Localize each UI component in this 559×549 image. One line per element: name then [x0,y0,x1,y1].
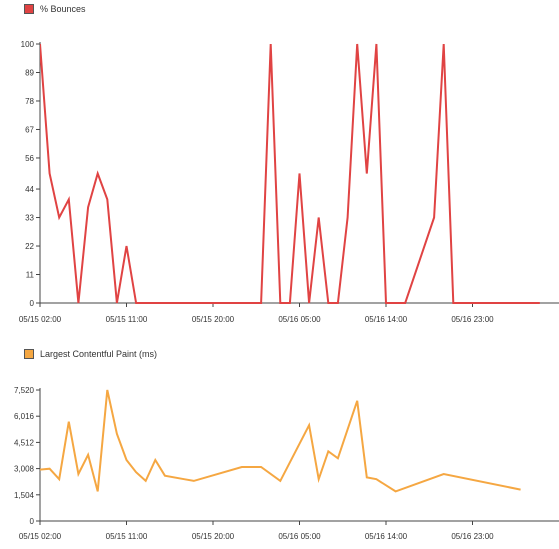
bounces-chart: 0 11 22 33 44 56 67 78 89 100 05/15 02:00 05/15 11:… [19,40,559,324]
bounces-chart-panel: % Bounces 0 11 22 33 44 56 67 78 89 100 05/15 02:0… [19,4,559,324]
lcp-y-tick-label: 1,504 [14,491,35,500]
bounces-x-tick-label: 05/15 02:00 [19,315,62,324]
bounces-y-tick-label: 56 [25,154,34,163]
lcp-legend[interactable]: Largest Contentful Paint (ms) [24,349,157,359]
bounces-y-tick-label: 78 [25,97,34,106]
bounces-x-tick-label: 05/15 20:00 [192,315,235,324]
lcp-x-tick-label: 05/16 14:00 [365,532,408,541]
lcp-x-tick-label: 05/15 02:00 [19,532,62,541]
lcp-y-tick-label: 0 [30,517,35,526]
lcp-x-tick-label: 05/15 11:00 [106,532,148,541]
bounces-x-tick-label: 05/16 23:00 [451,315,494,324]
bounces-y-tick-label: 89 [25,68,34,77]
bounces-x-tick-label: 05/15 11:00 [106,315,148,324]
bounces-legend-swatch [24,4,34,14]
lcp-y-tick-label: 3,008 [14,465,35,474]
lcp-x-tick-label: 05/16 23:00 [451,532,494,541]
bounces-x-tick-label: 05/16 14:00 [365,315,408,324]
lcp-legend-label: Largest Contentful Paint (ms) [40,349,158,359]
lcp-y-tick-label: 4,512 [14,438,35,447]
bounces-x-tick-label: 05/16 05:00 [278,315,321,324]
bounces-legend-label: % Bounces [40,4,86,14]
lcp-x-tick-label: 05/15 20:00 [192,532,235,541]
bounces-y-tick-label: 11 [26,271,35,280]
lcp-x-tick-label: 05/16 05:00 [278,532,321,541]
bounces-y-tick-label: 100 [21,40,35,49]
lcp-y-tick-label: 6,016 [14,412,35,421]
bounces-series-line[interactable] [21,43,540,304]
bounces-legend[interactable]: % Bounces [24,4,86,14]
bounces-y-tick-label: 33 [25,214,34,223]
bounces-y-tick-label: 67 [25,125,34,134]
bounces-y-tick-label: 0 [30,299,35,308]
lcp-legend-swatch [24,349,34,359]
bounces-y-tick-label: 22 [25,242,34,251]
lcp-series-line[interactable] [21,389,521,493]
lcp-y-tick-label: 7,520 [14,386,35,395]
lcp-chart-panel: Largest Contentful Paint (ms) 0 1,504 3,00… [0,345,559,549]
lcp-chart: 0 1,504 3,008 4,512 6,016 7,520 05/15 02:00 05/… [14,386,559,541]
bounces-y-tick-label: 44 [25,185,34,194]
